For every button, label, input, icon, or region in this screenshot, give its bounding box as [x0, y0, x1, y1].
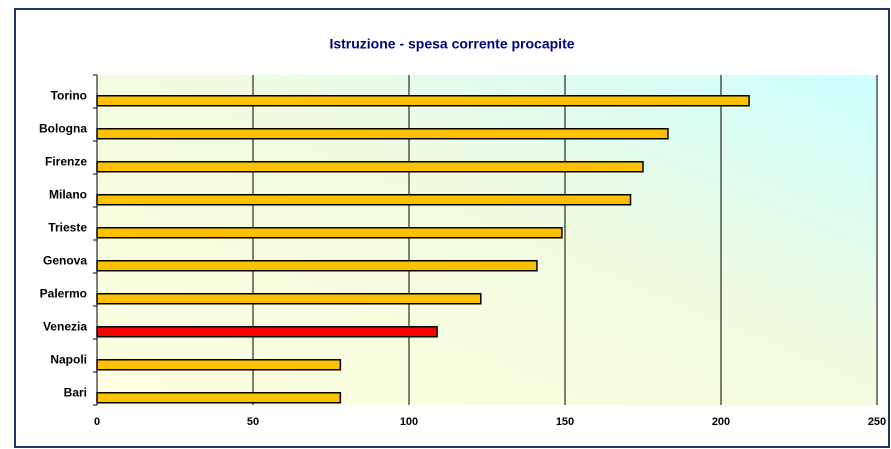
x-tick-label: 0	[94, 416, 100, 428]
y-tick-label: Milano	[49, 188, 87, 202]
bar	[96, 358, 342, 371]
bar	[96, 94, 750, 107]
y-tick-label: Bari	[64, 386, 87, 400]
y-tick-label: Firenze	[45, 155, 87, 169]
bar	[96, 325, 438, 338]
y-tick-label: Torino	[51, 89, 87, 103]
bar	[96, 160, 644, 173]
y-tick-label: Trieste	[48, 221, 87, 235]
y-tick-label: Genova	[43, 254, 87, 268]
bar	[96, 292, 482, 305]
x-tick-label: 100	[400, 416, 418, 428]
y-tick-label: Palermo	[40, 287, 87, 301]
bar	[96, 259, 538, 272]
bar	[96, 226, 563, 239]
x-tick-label: 250	[868, 416, 886, 428]
bar	[96, 391, 342, 404]
y-tick-label: Napoli	[50, 353, 87, 367]
y-tick-label: Venezia	[43, 320, 87, 334]
x-tick-label: 150	[556, 416, 574, 428]
x-tick-label: 50	[247, 416, 259, 428]
bar	[96, 193, 632, 206]
y-tick-label: Bologna	[39, 122, 87, 136]
chart-title: Istruzione - spesa corrente procapite	[329, 36, 574, 52]
plot-area	[97, 75, 877, 405]
x-tick-label: 200	[712, 416, 730, 428]
bar	[96, 127, 669, 140]
